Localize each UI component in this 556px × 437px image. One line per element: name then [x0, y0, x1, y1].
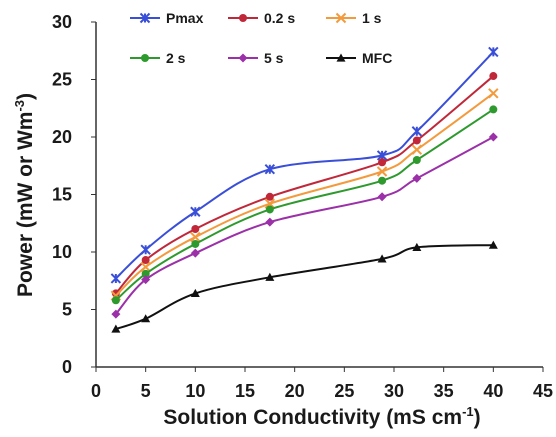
marker: [139, 12, 151, 24]
marker: [488, 240, 498, 249]
marker: [111, 309, 121, 319]
marker: [265, 217, 275, 227]
marker: [190, 206, 201, 217]
marker: [141, 269, 150, 278]
series-line: [115, 75, 494, 295]
y-tick-label: 10: [52, 242, 72, 262]
x-tick-label: 40: [483, 381, 503, 401]
series-line: [115, 51, 495, 280]
y-tick-label: 0: [62, 357, 72, 377]
legend-label: 1 s: [362, 10, 382, 26]
marker: [489, 105, 498, 114]
x-tick-label: 15: [235, 381, 255, 401]
x-axis-title: Solution Conductivity (mS cm-1): [163, 404, 480, 429]
marker: [111, 324, 121, 333]
marker: [190, 248, 200, 258]
x-tick-label: 30: [384, 381, 404, 401]
marker: [141, 256, 150, 265]
x-tick-label: 0: [91, 381, 101, 401]
marker: [376, 166, 388, 177]
x-tick-label: 35: [434, 381, 454, 401]
marker: [265, 205, 274, 214]
legend-label: 2 s: [166, 50, 186, 66]
marker: [378, 158, 387, 167]
marker: [191, 239, 200, 248]
x-title-sup: -1: [462, 404, 474, 419]
marker: [412, 242, 422, 251]
y-title-sup: -3: [12, 100, 27, 112]
marker: [335, 12, 347, 24]
y-tick-label: 20: [52, 127, 72, 147]
marker: [412, 156, 421, 164]
marker: [111, 296, 120, 305]
marker: [412, 173, 422, 183]
y-tick-label: 15: [52, 185, 72, 205]
marker: [141, 314, 151, 323]
marker: [378, 176, 387, 185]
x-tick-label: 20: [285, 381, 305, 401]
marker: [265, 272, 275, 281]
marker: [489, 72, 498, 81]
marker: [264, 198, 276, 209]
marker: [488, 132, 498, 142]
marker: [190, 288, 200, 297]
marker: [488, 46, 499, 58]
legend-label: MFC: [362, 50, 392, 66]
marker: [411, 144, 423, 155]
marker: [377, 254, 387, 263]
x-tick-label: 10: [185, 381, 205, 401]
y-title-end: ): [14, 93, 37, 100]
marker: [111, 289, 120, 298]
marker: [190, 231, 201, 243]
marker: [264, 163, 276, 175]
x-tick-label: 5: [141, 381, 151, 401]
marker: [238, 53, 248, 63]
y-tick-label: 30: [52, 12, 72, 32]
marker: [191, 225, 200, 233]
marker: [411, 126, 423, 137]
marker: [141, 275, 151, 285]
x-title-main: Solution Conductivity (mS cm: [163, 406, 462, 429]
marker: [141, 54, 149, 62]
y-tick-label: 25: [52, 70, 72, 90]
marker: [110, 273, 122, 284]
marker: [336, 53, 346, 62]
x-title-end: ): [474, 406, 481, 429]
legend-label: 0.2 s: [264, 10, 295, 26]
y-axis-title: Power (mW or Wm-3): [12, 93, 37, 297]
marker: [488, 88, 499, 99]
marker: [377, 192, 387, 202]
marker: [140, 261, 151, 273]
marker: [412, 136, 421, 145]
y-tick-label: 5: [62, 300, 72, 320]
legend-label: Pmax: [166, 10, 204, 26]
legend-label: 5 s: [264, 50, 284, 66]
marker: [140, 244, 151, 255]
marker: [265, 192, 274, 201]
x-tick-label: 25: [334, 381, 354, 401]
marker: [239, 14, 247, 22]
y-title-main: Power (mW or Wm: [14, 112, 37, 298]
x-tick-label: 45: [533, 381, 553, 401]
